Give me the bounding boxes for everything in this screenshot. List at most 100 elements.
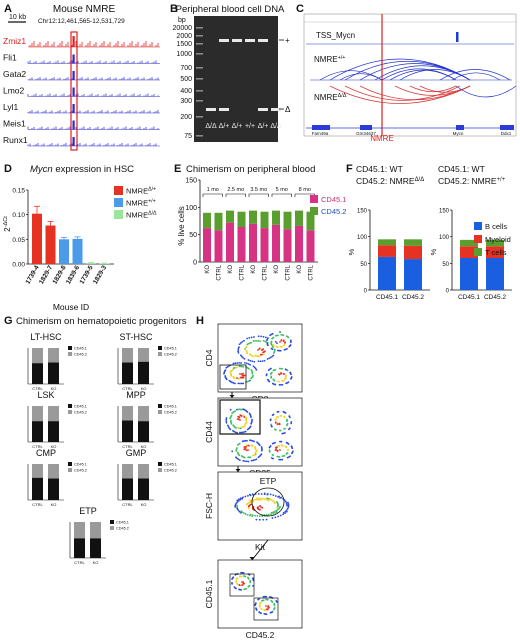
event-dot	[237, 350, 240, 353]
legend-label: CD45.1	[74, 405, 87, 409]
flow-y-label: FSC-H	[204, 493, 214, 519]
event-dot	[242, 582, 245, 585]
event-dot	[279, 458, 282, 461]
event-dot	[244, 513, 247, 515]
event-dot	[229, 428, 232, 431]
event-dot	[267, 337, 269, 339]
event-dot	[274, 510, 276, 513]
event-dot	[241, 374, 244, 377]
event-dot	[283, 428, 286, 430]
event-dot	[262, 335, 265, 338]
ladder-label: 500	[180, 76, 192, 83]
bar-cd45-2	[249, 210, 257, 224]
event-dot	[263, 498, 266, 500]
bar-cd45-1	[260, 228, 269, 262]
legend-label: NMREΔ/+	[126, 187, 156, 196]
event-dot	[269, 356, 272, 359]
event-dot	[275, 511, 278, 513]
event-dot	[281, 383, 284, 386]
legend-swatch	[158, 462, 162, 466]
event-dot	[280, 383, 282, 386]
x-tick-label: KO	[51, 444, 57, 449]
event-dot	[291, 447, 294, 450]
legend-label: CD45.1	[164, 463, 177, 467]
event-dot	[248, 573, 251, 576]
event-dot	[244, 430, 247, 433]
event-dot	[241, 497, 244, 500]
x-tick-label: CTRL	[122, 502, 133, 507]
bar	[86, 263, 96, 264]
event-dot	[236, 451, 239, 454]
event-dot	[231, 450, 234, 453]
bar-cd45-1	[138, 478, 149, 500]
wt-arc	[451, 72, 501, 81]
event-dot	[257, 360, 260, 363]
event-dot	[281, 367, 283, 370]
event-dot	[290, 377, 292, 380]
event-dot	[275, 345, 278, 348]
event-dot	[236, 431, 238, 434]
event-dot	[238, 361, 240, 364]
ko-arc	[419, 85, 471, 93]
event-dot	[265, 518, 268, 521]
panel-g-letter: G	[4, 315, 13, 327]
y-axis-label: 2-ΔCt	[3, 216, 12, 232]
event-dot	[258, 498, 261, 501]
legend-label: CD45.2	[164, 469, 177, 473]
event-dot	[237, 382, 240, 385]
bar-cd45-1	[48, 362, 59, 384]
track-signal	[27, 93, 159, 97]
event-dot	[284, 375, 287, 378]
event-dot	[246, 428, 249, 431]
event-dot	[276, 446, 278, 449]
event-dot	[287, 504, 290, 507]
event-dot	[255, 607, 257, 610]
panel-a: A Mouse NMRE 10 kb Chr12:12,461,565-12,5…	[3, 3, 160, 151]
y-tick-label: 0	[446, 289, 450, 295]
delta-band	[219, 108, 229, 111]
ladder-band	[196, 53, 203, 55]
panel-e-letter: E	[174, 163, 181, 175]
event-dot	[259, 601, 262, 604]
timepoint-label: 8 mo	[299, 187, 311, 193]
event-dot	[247, 449, 249, 451]
stacked-bar-segment	[486, 239, 504, 247]
event-dot	[244, 460, 246, 463]
panel-h-letter: H	[196, 315, 204, 327]
event-dot	[258, 611, 261, 613]
bar-cd45-2	[295, 210, 303, 226]
event-dot	[240, 431, 243, 434]
event-dot	[234, 382, 236, 385]
event-dot	[264, 340, 267, 343]
event-dot	[270, 423, 273, 426]
event-dot	[281, 379, 284, 382]
x-tick-label: CTRL	[217, 264, 223, 280]
bar-cd45-2	[48, 406, 59, 422]
track-label: Gata2	[3, 69, 26, 79]
event-dot	[267, 499, 270, 502]
event-dot	[246, 380, 249, 383]
event-dot	[254, 339, 257, 342]
event-dot	[234, 506, 237, 508]
event-dot	[276, 508, 279, 511]
event-dot	[272, 511, 275, 514]
event-dot	[226, 424, 229, 427]
wt-band	[232, 39, 242, 42]
stacked-bar-segment	[460, 258, 478, 290]
panel-a-coords: Chr12:12,461,565-12,531,729	[38, 18, 125, 25]
event-dot	[243, 357, 246, 360]
panel-d: D Mycn expression in HSC 0.00 0.05 0.10 0.1…	[3, 163, 157, 312]
bar-cd45-1	[272, 224, 280, 262]
ladder-band	[196, 43, 203, 45]
legend-label: CD45.2	[164, 411, 177, 415]
event-dot	[269, 498, 272, 501]
ladder-label: 700	[180, 65, 192, 72]
bar-cd45-1	[32, 477, 43, 500]
event-dot	[289, 341, 292, 344]
bar	[59, 239, 69, 264]
event-dot	[248, 342, 251, 345]
event-dot	[280, 415, 283, 417]
event-dot	[252, 500, 255, 503]
legend-swatch	[114, 210, 123, 219]
